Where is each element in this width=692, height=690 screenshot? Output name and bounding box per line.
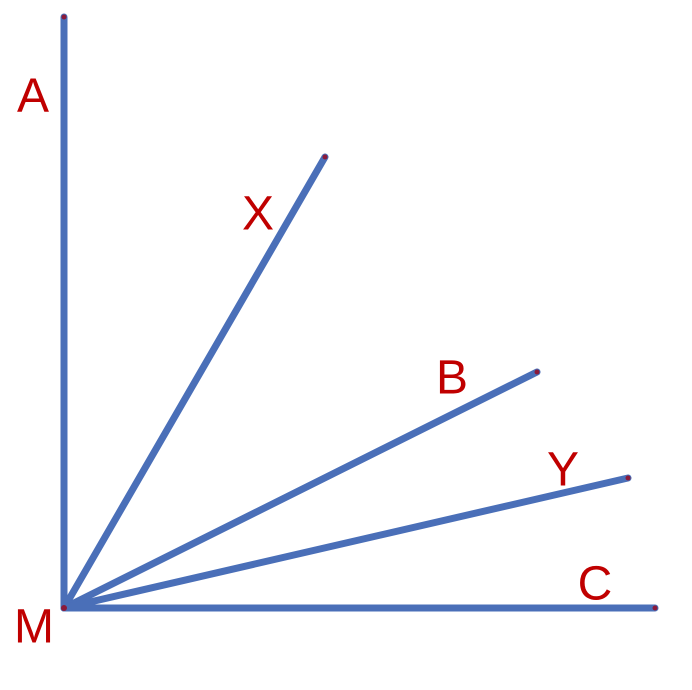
label-x: X [242,188,274,241]
label-a: A [17,70,49,123]
ray-my [60,474,632,612]
point-b [534,369,540,375]
ray-mb [60,368,541,612]
point-m [61,605,67,611]
point-a [61,14,67,20]
label-c: C [578,558,613,611]
label-y: Y [547,444,579,497]
ray-mx [60,153,329,612]
label-b: B [436,352,468,405]
point-x [322,154,328,160]
point-c [652,605,658,611]
point-y [625,475,631,481]
label-m: M [14,601,54,654]
